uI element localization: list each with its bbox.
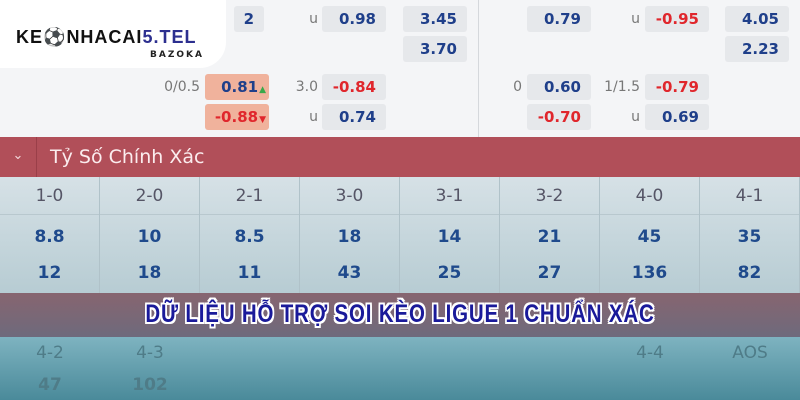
score-header: 2-1 xyxy=(200,177,299,215)
score-header: 3-0 xyxy=(300,177,399,215)
ou-label: u xyxy=(631,109,640,125)
odds-cell[interactable]: 0.74 xyxy=(322,104,386,130)
score-odds-away[interactable]: 43 xyxy=(337,263,362,283)
odds-cell[interactable]: 0.98 xyxy=(322,6,386,32)
score-table-next-row: 4-2 4-3 4-4 AOS 47 102 xyxy=(0,337,800,400)
score-column: 4-0 45 136 xyxy=(600,177,700,293)
odds-cell[interactable]: -0.95 xyxy=(645,6,709,32)
score-odds-home[interactable]: 18 xyxy=(337,227,362,247)
arrow-up-icon: ▲ xyxy=(259,85,266,95)
ou-line-label: 1/1.5 xyxy=(604,79,640,95)
score-header: 4-3 xyxy=(136,343,164,363)
score-column: 3-1 14 25 xyxy=(400,177,500,293)
score-header: 3-1 xyxy=(400,177,499,215)
ou-label: u xyxy=(309,109,318,125)
score-odds-away[interactable]: 18 xyxy=(137,263,162,283)
score-odds-away[interactable]: 11 xyxy=(237,263,262,283)
score-column: 3-0 18 43 xyxy=(300,177,400,293)
odds-cell[interactable]: 3.70 xyxy=(403,36,467,62)
odds-cell-highlight[interactable]: 0.81▲ xyxy=(205,74,269,100)
score-odds-away[interactable]: 25 xyxy=(437,263,462,283)
odds-cell[interactable]: 0.69 xyxy=(645,104,709,130)
handicap-label: 0 xyxy=(513,79,522,95)
score-column: 4-1 35 82 xyxy=(700,177,800,293)
score-odds-away[interactable]: 27 xyxy=(537,263,562,283)
odds-cell[interactable]: -0.79 xyxy=(645,74,709,100)
score-odds-away[interactable]: 136 xyxy=(631,263,668,283)
score-odds-home[interactable]: 35 xyxy=(737,227,762,247)
score-header: 4-1 xyxy=(700,177,799,215)
correct-score-table: 1-0 8.8 12 2-0 10 18 2-1 8.5 11 3-0 18 43 3-… xyxy=(0,177,800,293)
score-header: 2-0 xyxy=(100,177,199,215)
score-odds: 47 xyxy=(38,375,62,395)
score-header: 1-0 xyxy=(0,177,99,215)
score-header: 3-2 xyxy=(500,177,599,215)
section-header-correct-score[interactable]: ⌄ Tỷ Số Chính Xác xyxy=(0,137,800,177)
handicap-label: 0/0.5 xyxy=(164,79,200,95)
odds-cell[interactable]: 2.23 xyxy=(725,36,789,62)
score-odds-away[interactable]: 82 xyxy=(737,263,762,283)
ou-label: u xyxy=(309,11,318,27)
odds-cell[interactable]: 4.05 xyxy=(725,6,789,32)
score-odds-home[interactable]: 8.5 xyxy=(234,227,265,247)
logo-part: KE xyxy=(16,27,44,47)
score-header: 4-2 xyxy=(36,343,64,363)
ou-label: u xyxy=(631,11,640,27)
score-header: 4-0 xyxy=(600,177,699,215)
score-column: 2-0 10 18 xyxy=(100,177,200,293)
odds-cell[interactable]: 0.60 xyxy=(527,74,591,100)
section-header-band xyxy=(0,293,800,337)
score-odds-home[interactable]: 14 xyxy=(437,227,462,247)
site-logo: KE⚽NHACAI5.TEL BAZOKA xyxy=(0,0,226,68)
score-column: 1-0 8.8 12 xyxy=(0,177,100,293)
score-odds: 102 xyxy=(132,375,168,395)
logo-subtitle: BAZOKA xyxy=(150,50,204,60)
banner-title: DỮ LIỆU HỖ TRỢ SOI KÈO LIGUE 1 CHUẨN XÁC xyxy=(145,300,655,328)
odds-cell[interactable]: -0.70 xyxy=(527,104,591,130)
odds-value: -0.88 xyxy=(214,108,259,126)
odds-cell-highlight[interactable]: -0.88▼ xyxy=(205,104,269,130)
odds-cell[interactable]: 0.79 xyxy=(527,6,591,32)
score-odds-away[interactable]: 12 xyxy=(37,263,62,283)
odds-cell[interactable]: 2 xyxy=(234,6,264,32)
logo-text: KE⚽NHACAI5.TEL xyxy=(16,27,196,48)
section-title: Tỷ Số Chính Xác xyxy=(50,146,205,168)
score-odds-home[interactable]: 21 xyxy=(537,227,562,247)
logo-part: 5.TEL xyxy=(142,27,197,47)
score-column: 3-2 21 27 xyxy=(500,177,600,293)
odds-cell[interactable]: -0.84 xyxy=(322,74,386,100)
logo-part: NHACAI xyxy=(66,27,143,47)
chevron-down-icon[interactable]: ⌄ xyxy=(0,137,37,177)
score-header: AOS xyxy=(732,343,768,363)
score-header: 4-4 xyxy=(636,343,664,363)
score-odds-home[interactable]: 8.8 xyxy=(34,227,65,247)
column-divider xyxy=(478,0,479,137)
soccer-ball-icon: ⚽ xyxy=(43,27,67,47)
odds-panel: 2 u 0.98 3.45 3.70 0.79 u -0.95 4.05 2.2… xyxy=(0,0,800,137)
score-odds-home[interactable]: 45 xyxy=(637,227,662,247)
score-odds-home[interactable]: 10 xyxy=(137,227,162,247)
odds-value: 0.81 xyxy=(221,78,259,96)
odds-cell[interactable]: 3.45 xyxy=(403,6,467,32)
ou-line-label: 3.0 xyxy=(295,79,318,95)
arrow-down-icon: ▼ xyxy=(259,115,266,125)
score-column: 2-1 8.5 11 xyxy=(200,177,300,293)
